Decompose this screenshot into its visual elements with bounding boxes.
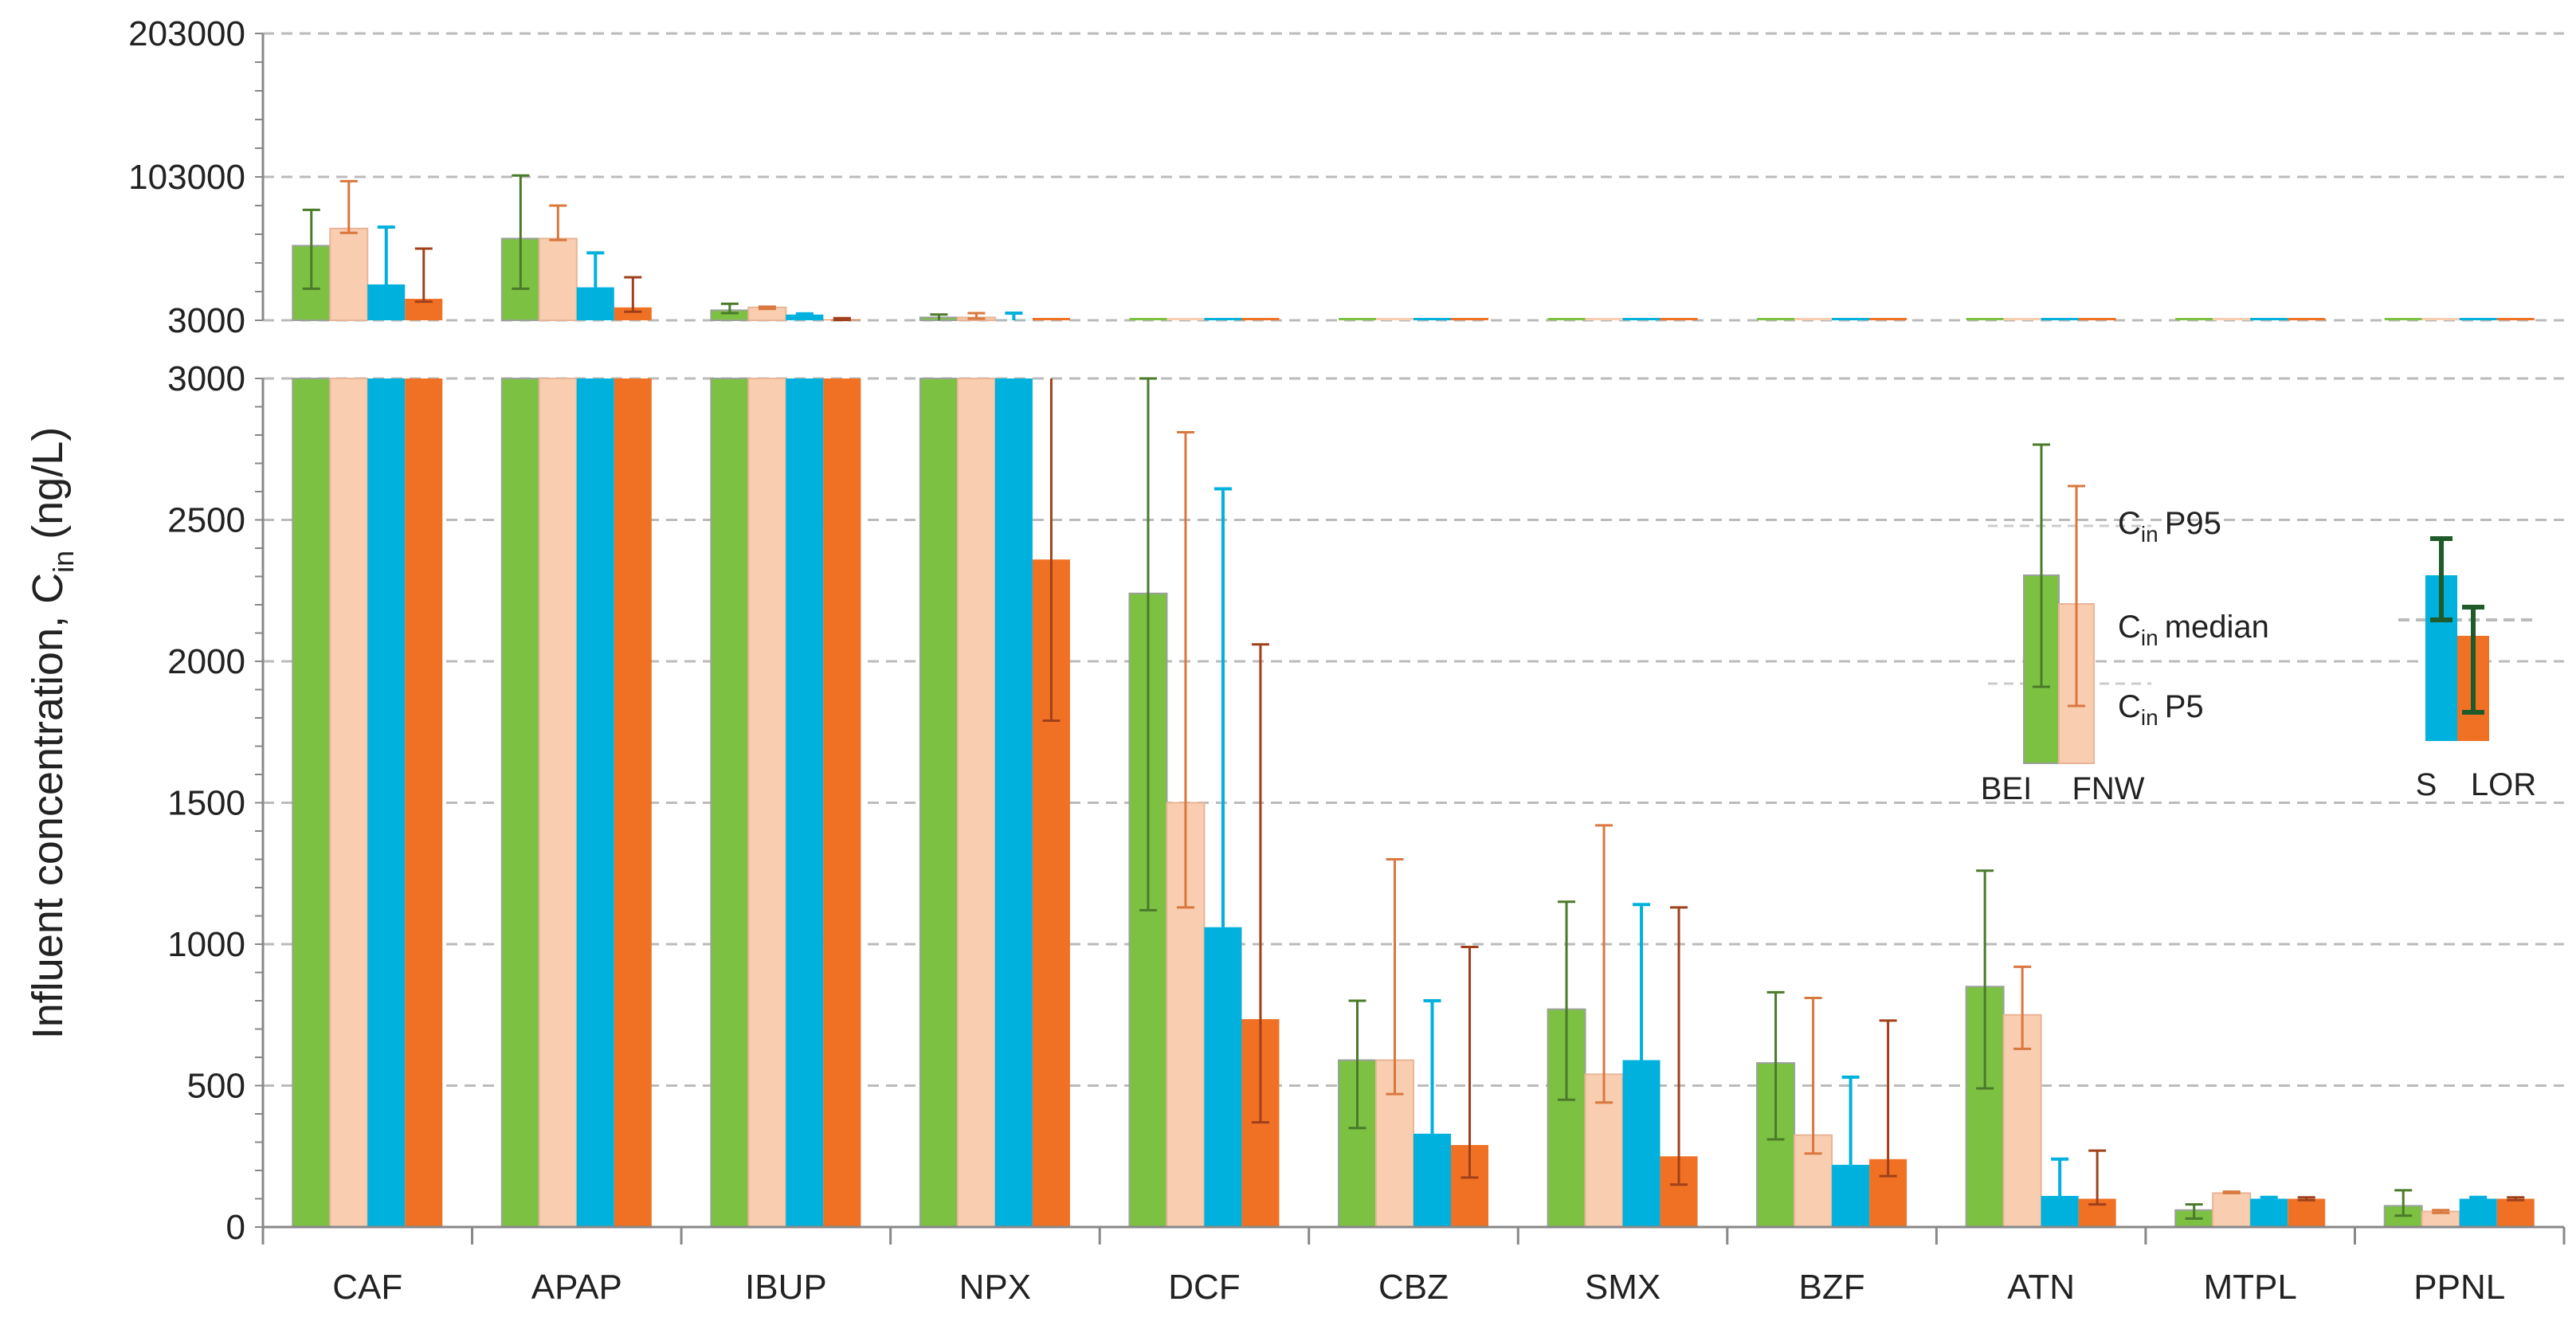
bar-s [367, 378, 406, 1227]
x-tick-label: APAP [531, 1268, 622, 1307]
bars-layer [292, 174, 2535, 1229]
bar-fnw [956, 378, 996, 1228]
bar-bei-upper [1966, 318, 2004, 320]
legend-p95-label: Cin P95 [2118, 506, 2221, 547]
bar-fnw-upper [1585, 318, 1623, 320]
bar-lor-upper [1869, 318, 1907, 320]
bar-s-upper [2041, 318, 2079, 320]
legend-median-label: Cin median [2118, 610, 2269, 650]
x-tick-label: CBZ [1378, 1268, 1449, 1307]
bar-bei-upper [1339, 318, 1376, 320]
bar-bei-upper [1129, 318, 1167, 320]
legend: Cin P95 Cin median Cin P5 BEI FNW S LOR [1981, 443, 2536, 806]
bar-s [1832, 1164, 1870, 1227]
bar-bei [500, 378, 540, 1228]
y-tick-label: 500 [187, 1067, 245, 1106]
bar-s-upper [1832, 318, 1870, 320]
y-tick-label: 3000 [167, 359, 245, 398]
bar-fnw-upper [1794, 318, 1833, 320]
bar-s-upper [2459, 318, 2497, 320]
y-tick-label: 1500 [167, 784, 245, 823]
bar-bei-upper [2175, 318, 2213, 320]
bar-lor [2496, 1198, 2535, 1227]
bar-s-upper [1622, 318, 1660, 320]
bar-fnw [538, 378, 578, 1228]
bar-bei-upper [2384, 318, 2422, 320]
bar-bei-upper [1757, 318, 1795, 320]
bar-lor-upper [614, 307, 652, 320]
x-tick-label: MTPL [2204, 1268, 2297, 1307]
bar-fnw-upper [2003, 318, 2041, 320]
y-tick-label: 2500 [167, 501, 245, 540]
bar-fnw-upper [329, 227, 369, 321]
bar-lor-upper [1451, 318, 1488, 320]
bar-bei [919, 378, 959, 1228]
y-tick-label: 103000 [128, 158, 245, 197]
bar-s [2459, 1198, 2497, 1227]
bar-lor [405, 378, 443, 1227]
x-tick-label: CAF [332, 1268, 402, 1307]
bar-bei [710, 378, 750, 1228]
axes-layer: 203000 103000 3000 3000 2500 2000 1500 1000 500 0… [128, 14, 2566, 1307]
bar-fnw [2212, 1192, 2252, 1229]
bar-bei-upper [1547, 318, 1586, 320]
bar-s-upper [2250, 318, 2288, 320]
legend-label-lor: LOR [2471, 767, 2536, 802]
bar-fnw-upper [538, 237, 578, 321]
x-tick-label: SMX [1585, 1268, 1660, 1307]
y-tick-label: 203000 [128, 14, 245, 53]
x-tick-label: DCF [1168, 1268, 1240, 1307]
bar-fnw-upper [2213, 318, 2251, 320]
bar-fnw-upper [2421, 318, 2460, 320]
x-tick-label: PPNL [2413, 1268, 2505, 1307]
x-tick-label: BZF [1799, 1268, 1865, 1307]
bar-s [1204, 927, 1242, 1227]
bar-lor-upper [1032, 318, 1070, 320]
legend-label-bei: BEI [1981, 771, 2032, 806]
bar-s [786, 378, 824, 1227]
legend-p5-label: Cin P5 [2118, 689, 2204, 730]
bar-s-upper [786, 314, 824, 320]
bar-lor-upper [2288, 318, 2326, 320]
bar-s-upper [1413, 318, 1451, 320]
bar-lor-upper [2078, 318, 2116, 320]
bar-fnw-upper [1166, 318, 1205, 320]
bar-s [576, 378, 614, 1227]
legend-label-s: S [2416, 767, 2437, 802]
bar-s [994, 378, 1033, 1227]
x-tick-label: IBUP [745, 1268, 827, 1307]
bar-bei [292, 378, 331, 1228]
legend-label-fnw: FNW [2072, 771, 2144, 806]
bar-lor-upper [1660, 318, 1698, 320]
bar-fnw [747, 378, 787, 1228]
bar-s [1413, 1133, 1451, 1227]
y-tick-label: 1000 [167, 925, 245, 964]
bar-s-upper [1204, 318, 1242, 320]
bar-fnw [329, 378, 369, 1228]
y-tick-label: 3000 [167, 301, 245, 340]
bar-lor [2288, 1198, 2326, 1227]
bar-lor-upper [2496, 318, 2535, 320]
y-axis-title: Influent concentration, Cin(ng/L) [24, 427, 80, 1039]
bar-lor-upper [1241, 318, 1280, 320]
y-tick-label: 0 [226, 1208, 245, 1247]
bar-fnw [2002, 1013, 2042, 1228]
y-tick-label: 2000 [167, 642, 245, 681]
bar-lor [823, 378, 861, 1227]
bar-lor [614, 378, 652, 1227]
bar-s [2250, 1198, 2288, 1227]
x-tick-label: NPX [959, 1268, 1031, 1307]
bar-fnw-upper [1376, 318, 1413, 320]
bar-s [1622, 1060, 1660, 1227]
x-tick-label: ATN [2007, 1268, 2075, 1307]
